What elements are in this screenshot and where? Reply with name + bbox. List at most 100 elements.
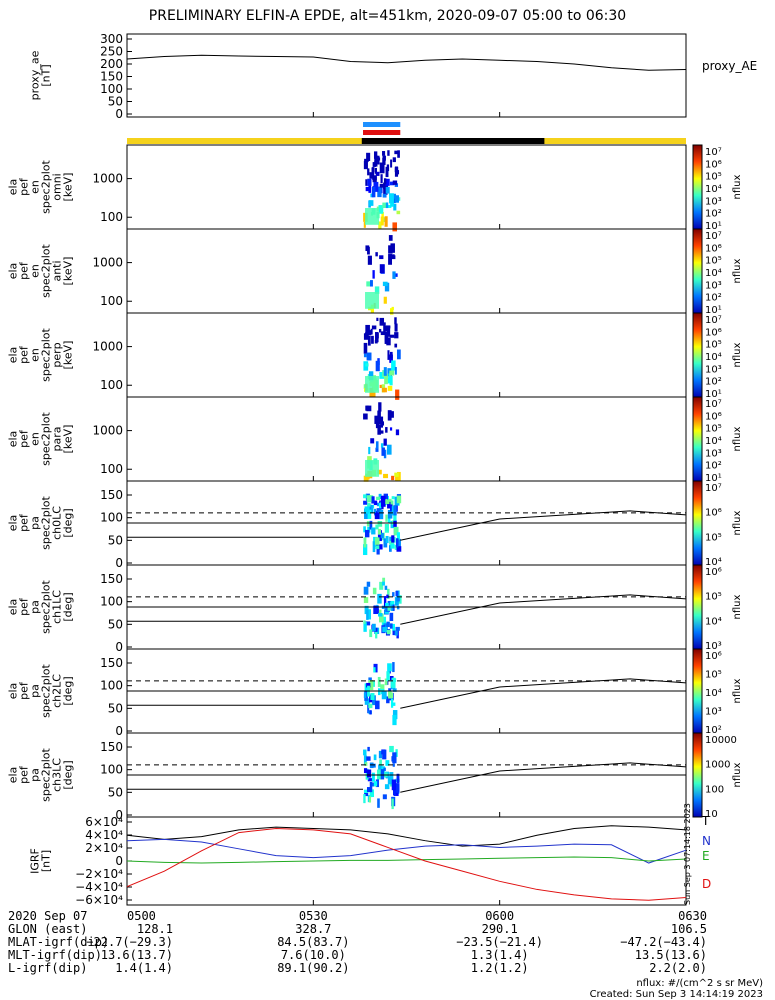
spec-pixel — [374, 416, 380, 423]
spec-pixel — [386, 444, 392, 455]
spec-pixel — [396, 773, 400, 784]
spec-pixel — [366, 352, 372, 361]
spec-pixel — [366, 281, 372, 287]
spec-pixel — [396, 605, 400, 610]
spec-pixel — [397, 471, 401, 482]
spec-pixel — [366, 581, 371, 587]
footer-created: Created: Sun Sep 3 14:14:19 2023 — [589, 989, 763, 1000]
spec-pixel — [392, 763, 395, 767]
spec-pixel — [369, 172, 374, 179]
spec-pixel — [394, 183, 399, 187]
y-tick-label: 0 — [115, 107, 123, 121]
colorbar — [692, 648, 703, 734]
spec-pixel — [363, 768, 368, 774]
spec-pixel — [382, 155, 386, 161]
spec-pixel — [374, 781, 378, 786]
igrf-legend-T: T — [701, 814, 710, 828]
y-axis-label: [deg] — [62, 760, 75, 789]
loss-cone-trace — [400, 594, 687, 625]
spec-pixel — [378, 613, 384, 623]
spec-pixel — [387, 663, 392, 672]
y-axis-label: ela — [7, 347, 20, 364]
spec-pixel — [363, 494, 367, 499]
spec-pixel — [377, 424, 381, 435]
spec-pixel — [368, 185, 372, 193]
y-tick-label: −2×10⁴ — [75, 867, 123, 881]
spec-pixel — [383, 178, 387, 185]
spec-pixel — [391, 306, 394, 311]
spec-pixel — [386, 629, 391, 635]
colorbar-label: nflux — [732, 678, 743, 703]
spec-pixel — [374, 286, 380, 294]
y-tick-label: −4×10⁴ — [75, 880, 123, 894]
y-axis-label: pef — [18, 513, 31, 532]
spec-pixel — [374, 156, 378, 167]
spec-pixel — [391, 360, 396, 371]
colorbar-tick-label: 10⁵ — [705, 424, 722, 435]
y-tick-label: 100 — [100, 462, 123, 476]
spec-pixel — [379, 183, 384, 188]
spec-pixel — [394, 367, 397, 375]
y-axis-label: ch1LC — [51, 590, 64, 624]
spec-pixel — [366, 331, 372, 336]
spec-pixel — [369, 710, 372, 715]
ephemeris-value: 1.3(1.4) — [470, 948, 529, 962]
loss-cone-trace — [400, 678, 687, 709]
y-tick-label: 0 — [115, 640, 123, 654]
spec-pixel — [372, 541, 376, 553]
spec-pixel — [390, 600, 395, 605]
spec-pixel — [392, 592, 395, 597]
y-axis-label: ela — [7, 515, 20, 532]
spec-pixel — [363, 413, 368, 420]
spec-pixel — [381, 212, 384, 219]
y-axis-label: [deg] — [62, 676, 75, 705]
ephemeris-date: 2020 Sep 07 — [8, 909, 88, 923]
spec-pixel — [367, 746, 370, 752]
spec-pixel — [387, 410, 392, 421]
ephemeris-label: GLON (east) — [8, 922, 88, 936]
spec-pixel — [367, 526, 371, 533]
colorbar-tick-label: 10⁶ — [705, 159, 722, 170]
spec-pixel — [378, 528, 382, 535]
y-tick-label: 0 — [115, 854, 123, 868]
y-tick-label: 150 — [100, 740, 123, 754]
colorbar — [692, 564, 703, 650]
spec-pixel — [373, 754, 377, 761]
spec-pixel — [380, 532, 384, 539]
y-tick-label: 4×10⁴ — [85, 828, 123, 842]
spec-pixel — [376, 496, 381, 501]
spec-pixel — [396, 597, 400, 602]
spec-pixel — [380, 216, 384, 226]
y-tick-label: 50 — [108, 533, 123, 547]
spec-pixel — [379, 255, 384, 260]
spec-pixel — [368, 796, 372, 803]
spec-pixel — [378, 688, 381, 696]
spec-pixel — [386, 696, 390, 704]
y-tick-label: 100 — [100, 294, 123, 308]
spec-pixel — [394, 166, 399, 177]
spec-pixel — [367, 609, 371, 620]
y-axis-label: ela — [7, 767, 20, 784]
y-axis-label: pef — [18, 429, 31, 448]
y-axis-label: ela — [7, 431, 20, 448]
spec-pixel — [367, 703, 370, 714]
spec-pixel — [379, 509, 384, 520]
spec-pixel — [364, 332, 368, 337]
panel-frame — [126, 33, 687, 118]
ephemeris-value: 1.2(1.2) — [470, 961, 529, 975]
ephemeris-value: 106.5 — [670, 922, 707, 936]
spec-pixel — [383, 296, 387, 304]
y-axis-label: ela — [7, 599, 20, 616]
proxy-ae-line — [126, 54, 687, 71]
spec-pixel — [364, 791, 369, 797]
spec-pixel — [382, 577, 386, 582]
ephemeris-label: MLT-igrf(dip) — [8, 948, 102, 962]
y-axis-label: pa — [29, 684, 42, 698]
spec-pixel — [389, 370, 395, 376]
spec-pixel — [379, 162, 385, 174]
y-axis-label: pa — [29, 768, 42, 782]
colorbar-tick-label: 10⁴ — [705, 688, 722, 699]
spec-pixel — [389, 623, 393, 629]
colorbar — [692, 732, 703, 818]
